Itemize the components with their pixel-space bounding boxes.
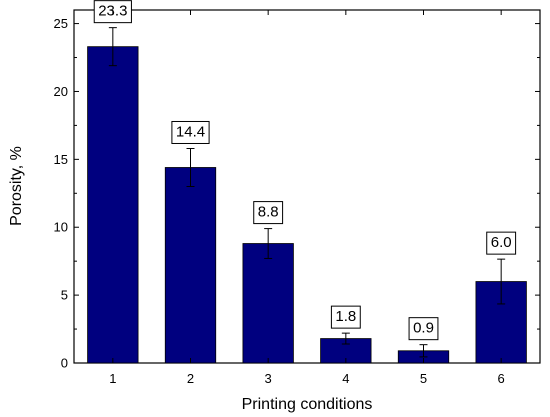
x-tick-3: 3 [265, 10, 272, 386]
y-axis-title: Porosity, % [8, 146, 25, 226]
error-bar-2 [186, 147, 195, 187]
error-bar-1 [108, 27, 117, 67]
svg-text:14.4: 14.4 [176, 123, 205, 140]
svg-text:6.0: 6.0 [491, 234, 512, 251]
svg-text:15: 15 [54, 152, 68, 167]
y-tick-10: 10 [54, 192, 540, 235]
svg-text:2: 2 [187, 371, 194, 386]
svg-text:20: 20 [54, 84, 68, 99]
error-bars-layer [108, 27, 506, 358]
error-bar-4 [341, 332, 350, 345]
y-tick-0: 0 [61, 328, 540, 371]
svg-text:6: 6 [498, 371, 505, 386]
bars-layer [87, 46, 527, 364]
plot-frame [73, 9, 541, 364]
bar-2 [164, 167, 217, 364]
data-label-2: 14.4 [171, 120, 210, 144]
y-tick-15: 15 [54, 124, 540, 167]
svg-text:1: 1 [109, 371, 116, 386]
data-label-4: 1.8 [330, 305, 361, 329]
y-tick-5: 5 [61, 260, 540, 303]
svg-text:3: 3 [265, 371, 272, 386]
bar-3 [242, 243, 294, 364]
data-label-6: 6.0 [486, 231, 517, 255]
svg-text:25: 25 [54, 16, 68, 31]
bar-1 [87, 46, 139, 364]
svg-text:0.9: 0.9 [413, 320, 434, 337]
svg-text:5: 5 [61, 288, 68, 303]
data-label-3: 8.8 [253, 201, 284, 225]
x-axis: 1 2 3 4 5 6 [109, 10, 505, 386]
svg-text:8.8: 8.8 [258, 204, 279, 221]
svg-text:0: 0 [61, 356, 68, 371]
data-labels-layer: 23.314.48.81.80.96.0 [93, 0, 517, 341]
y-tick-25: 25 [54, 16, 540, 31]
error-bar-5 [419, 344, 428, 358]
data-label-5: 0.9 [408, 317, 439, 341]
x-axis-title: Printing conditions [242, 396, 373, 413]
svg-text:10: 10 [54, 220, 68, 235]
x-tick-6: 6 [498, 10, 505, 386]
error-bar-3 [264, 228, 273, 259]
error-bar-6 [497, 258, 506, 305]
svg-text:1.8: 1.8 [335, 308, 356, 325]
x-tick-5: 5 [420, 10, 427, 386]
svg-text:5: 5 [420, 371, 427, 386]
svg-text:4: 4 [342, 371, 349, 386]
x-tick-4: 4 [342, 10, 349, 386]
x-tick-2: 2 [187, 10, 194, 386]
y-axis: 0 5 10 15 20 25 [54, 16, 540, 371]
y-tick-20: 20 [54, 57, 540, 99]
x-tick-1: 1 [109, 10, 116, 386]
